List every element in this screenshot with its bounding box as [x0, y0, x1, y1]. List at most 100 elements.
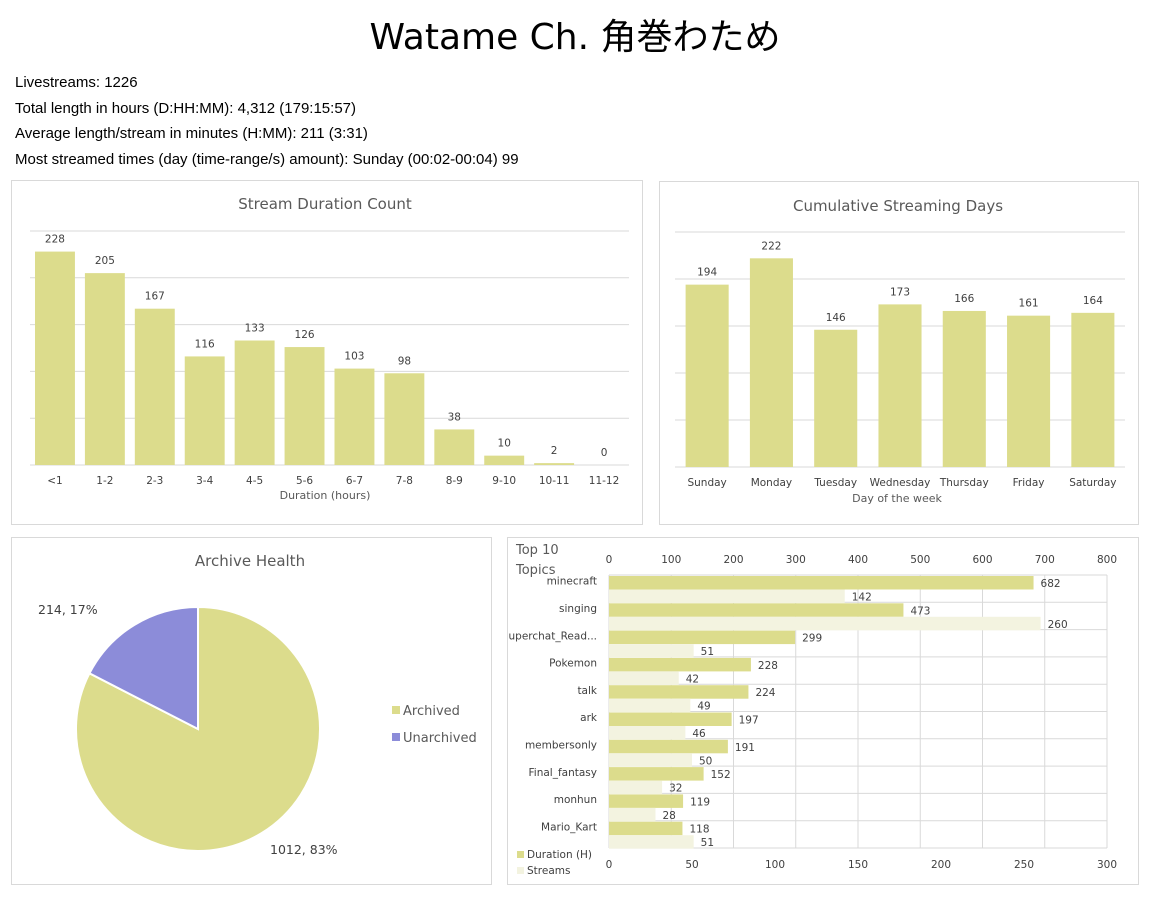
- legend-swatch: [392, 733, 400, 741]
- legend-swatch: [517, 851, 524, 858]
- data-label: 142: [852, 592, 872, 604]
- data-label: 118: [689, 824, 709, 836]
- y-tick-label: Pokemon: [549, 658, 597, 670]
- x-tick-label: 8-9: [446, 475, 463, 487]
- data-label: 152: [711, 769, 731, 781]
- stream-duration-chart: Stream Duration Count Duration (hours) 2…: [11, 180, 643, 525]
- top-axis-tick: 500: [910, 554, 930, 566]
- bar-duration: [609, 603, 904, 617]
- x-tick-label: Saturday: [1069, 477, 1116, 489]
- data-label: 42: [686, 673, 699, 685]
- data-label: 116: [195, 338, 215, 350]
- bar-duration: [609, 794, 684, 808]
- bar-duration: [609, 657, 751, 672]
- archive-health-chart-svg: Archive Health 1012, 83% 214, 17% Archived…: [38, 552, 477, 857]
- top-axis-tick: 300: [786, 554, 806, 566]
- bar: [134, 308, 175, 465]
- bar: [434, 429, 475, 465]
- bar: [84, 273, 125, 465]
- stream-duration-chart-svg: Stream Duration Count Duration (hours) 2…: [30, 195, 629, 502]
- bar-streams: [609, 616, 1041, 631]
- page-title: Watame Ch. 角巻わため: [369, 17, 781, 58]
- bar: [685, 284, 729, 467]
- legend-entry: Unarchived: [403, 731, 477, 746]
- data-label: 50: [699, 755, 712, 767]
- bar: [1071, 312, 1115, 467]
- y-tick-label: Mario_Kart: [541, 821, 597, 833]
- x-tick-label: 11-12: [589, 475, 620, 487]
- x-tick-label: 7-8: [396, 475, 413, 487]
- data-label: 119: [690, 796, 710, 808]
- top-axis-tick: 400: [848, 554, 868, 566]
- bar-duration: [609, 767, 704, 781]
- x-tick-label: 6-7: [346, 475, 363, 487]
- bar: [1007, 315, 1051, 467]
- bar-streams: [609, 780, 663, 795]
- data-label: 228: [758, 660, 778, 672]
- pie-slice: [88, 605, 199, 731]
- x-tick-label: 10-11: [539, 475, 570, 487]
- bar: [534, 463, 575, 465]
- data-label: 194: [697, 267, 717, 279]
- streaming-days-chart-svg: Cumulative Streaming Days Day of the wee…: [675, 197, 1125, 505]
- x-tick-label: Wednesday: [870, 477, 931, 489]
- legend-swatch: [517, 867, 524, 874]
- data-label: 173: [890, 286, 910, 298]
- legend-entry: Duration (H): [527, 849, 592, 861]
- bar-streams: [609, 644, 694, 658]
- x-tick-label: Thursday: [939, 477, 989, 489]
- data-label: 98: [398, 355, 411, 367]
- top-axis-tick: 0: [606, 554, 613, 566]
- bar-streams: [609, 726, 686, 740]
- bar: [334, 368, 375, 465]
- bar-duration: [609, 576, 1034, 590]
- y-tick-label: singing: [559, 603, 597, 615]
- data-label: 205: [95, 255, 115, 267]
- bottom-axis-tick: 100: [765, 859, 785, 871]
- bottom-axis-tick: 250: [1014, 859, 1034, 871]
- top-topics-chart-svg: Top 10 Topics 0 100 200 300 400 500 600 700 800 0 50…: [508, 543, 1117, 877]
- bottom-axis-tick: 0: [606, 859, 613, 871]
- data-label: 224: [755, 687, 775, 699]
- x-tick-label: 5-6: [296, 475, 313, 487]
- data-label: 28: [662, 810, 675, 822]
- y-tick-label: ark: [580, 712, 598, 724]
- x-tick-label: 9-10: [492, 475, 516, 487]
- y-tick-label: Final_fantasy: [529, 767, 597, 779]
- x-tick-label: 3-4: [196, 475, 213, 487]
- y-tick-label: membersonly: [525, 739, 597, 751]
- chart-title: Cumulative Streaming Days: [793, 197, 1003, 215]
- streaming-days-chart: Cumulative Streaming Days Day of the wee…: [659, 181, 1139, 525]
- bar-streams: [609, 807, 656, 822]
- x-tick-label: Friday: [1013, 477, 1045, 489]
- summary-stats: Livestreams: 1226 Total length in hours …: [15, 73, 519, 176]
- chart-title-line: Top 10: [515, 543, 559, 558]
- x-tick-label: Tuesday: [813, 477, 857, 489]
- bar: [284, 347, 325, 465]
- stat-most-streamed: Most streamed times (day (time-range/s) …: [15, 151, 519, 169]
- x-tick-label: <1: [47, 475, 62, 487]
- data-label: 682: [1041, 578, 1061, 590]
- bar-streams: [609, 698, 691, 713]
- legend-swatch: [392, 706, 400, 714]
- data-label: 167: [145, 291, 165, 303]
- legend-entry: Streams: [527, 865, 570, 877]
- bar: [749, 258, 793, 467]
- bar-duration: [609, 712, 732, 726]
- data-label: 126: [295, 329, 315, 341]
- y-tick-label: talk: [577, 685, 597, 697]
- x-tick-label: Monday: [751, 477, 792, 489]
- bar: [814, 329, 858, 467]
- data-label: 473: [910, 605, 930, 617]
- archive-health-chart: Archive Health 1012, 83% 214, 17% Archived…: [11, 537, 492, 885]
- data-label: 0: [601, 447, 608, 459]
- bar-duration: [609, 739, 728, 754]
- bar: [184, 356, 225, 465]
- stat-total-length: Total length in hours (D:HH:MM): 4,312 (…: [15, 99, 356, 117]
- data-label: 133: [245, 323, 265, 335]
- top-axis-tick: 200: [723, 554, 743, 566]
- data-label: 32: [669, 783, 682, 795]
- data-label: 191: [735, 742, 755, 754]
- bar-streams: [609, 753, 692, 767]
- top-axis-tick: 600: [972, 554, 992, 566]
